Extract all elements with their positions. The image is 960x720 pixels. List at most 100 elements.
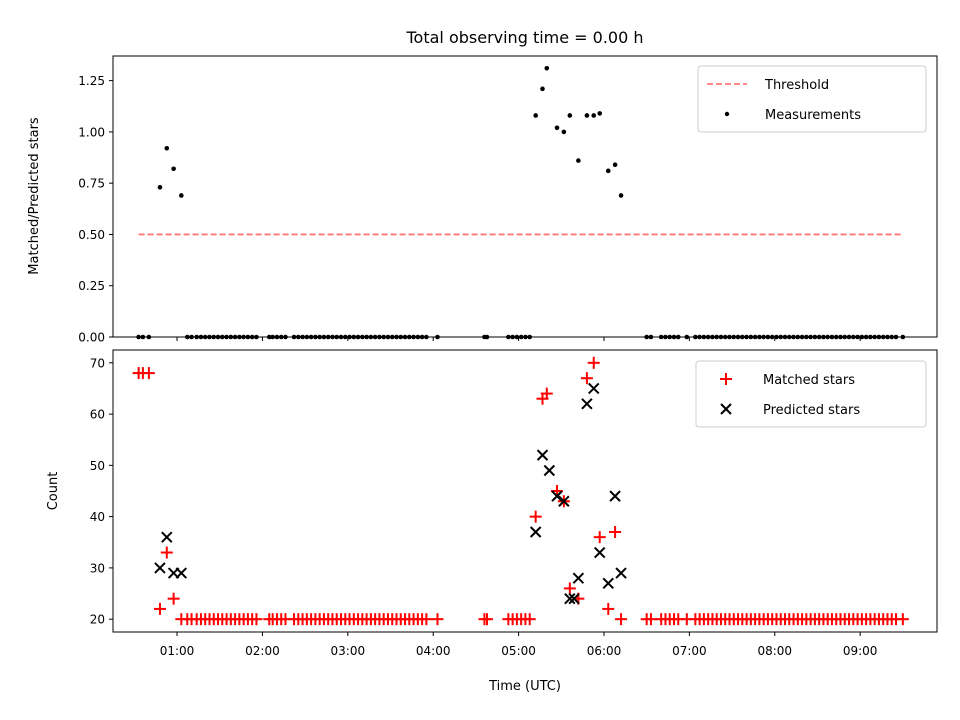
bottom-legend-box (695, 360, 927, 428)
top-y-tick-label: 1.25 (78, 74, 105, 88)
top-axes-frame (112, 55, 938, 338)
bottom-y-tick-label: 50 (90, 459, 105, 473)
predicted-star-point (615, 567, 627, 579)
measurement-point (164, 145, 170, 151)
matched-star-point (481, 613, 494, 626)
x-tick-label: 07:00 (672, 644, 707, 658)
matched-star-point (420, 613, 433, 626)
legend-threshold-label: Threshold (764, 78, 829, 93)
bottom-y-axis-label: Count (46, 472, 61, 511)
bottom-plot-area (132, 356, 909, 626)
measurement-point (561, 129, 567, 135)
x-tick-label: 02:00 (245, 644, 280, 658)
bottom-legend: Matched stars Predicted stars (695, 360, 927, 428)
matched-star-point (896, 613, 909, 626)
legend-measurements-swatch (724, 111, 730, 117)
x-tick-label: 03:00 (331, 644, 366, 658)
matched-star-point (563, 582, 576, 595)
matched-star-point (644, 613, 657, 626)
matched-star-point (587, 356, 600, 369)
x-tick-label: 09:00 (843, 644, 878, 658)
top-y-tick-label: 1.00 (78, 125, 105, 139)
matched-star-point (593, 531, 606, 544)
top-panel: 0.00 0.25 0.50 0.75 1.00 1.25 Matched/Predict… (27, 55, 938, 345)
predicted-star-point (175, 567, 188, 579)
matched-star-point (609, 526, 622, 539)
x-tick-label: 05:00 (501, 644, 536, 658)
predicted-star-point (551, 490, 563, 502)
predicted-star-point (536, 449, 549, 461)
measurement-point (584, 113, 590, 118)
top-legend: Threshold Measurements (697, 65, 927, 133)
bottom-y-tick-label: 40 (90, 510, 105, 524)
predicted-star-point (594, 546, 606, 559)
predicted-star-point (161, 531, 173, 543)
matched-star-point (142, 367, 155, 380)
measurement-point (554, 125, 560, 131)
predicted-star-point (154, 562, 166, 574)
measurement-point (591, 113, 597, 118)
measurement-point (533, 113, 538, 118)
measurement-point (618, 193, 624, 198)
matched-star-point (529, 510, 542, 523)
matched-star-point (431, 613, 444, 626)
x-tick-label: 08:00 (757, 644, 792, 658)
top-y-tick-label: 0.50 (78, 228, 105, 242)
legend-matched-label: Matched stars (763, 373, 855, 388)
top-y-axis: 0.00 0.25 0.50 0.75 1.00 1.25 (78, 74, 113, 345)
measurement-point (576, 158, 581, 163)
predicted-star-point (572, 572, 585, 584)
measurement-point (179, 193, 184, 198)
x-tick-label: 06:00 (587, 644, 622, 658)
bottom-x-axis: 01:00 02:00 03:00 04:00 05:00 06:00 07:00 08:00… (160, 632, 878, 658)
legend-predicted-label: Predicted stars (763, 403, 860, 418)
x-tick-label: 04:00 (416, 644, 451, 658)
bottom-y-tick-label: 60 (90, 408, 105, 422)
x-axis-label: Time (UTC) (488, 679, 561, 694)
legend-measurements-label: Measurements (765, 108, 861, 123)
predicted-star-point (602, 577, 614, 589)
measurement-point (567, 113, 573, 118)
predicted-star-point (609, 490, 621, 502)
measurement-point (612, 162, 618, 168)
matched-star-point (250, 613, 263, 626)
measurement-point (540, 86, 545, 92)
measurement-point (597, 111, 603, 116)
matched-star-point (615, 613, 628, 626)
predicted-star-point (558, 495, 570, 507)
predicted-star-point (588, 382, 600, 395)
predicted-star-point (529, 526, 542, 538)
legend-matched-swatch (720, 373, 732, 385)
legend-predicted-swatch (720, 403, 732, 415)
matched-star-point (160, 546, 173, 559)
measurement-point (157, 184, 163, 190)
x-tick-label: 01:00 (160, 644, 195, 658)
predicted-star-point (568, 592, 580, 605)
matched-star-point (602, 602, 615, 615)
bottom-panel: 20 30 40 50 60 70 01:00 02:00 03:00 04:00 05:00 06… (46, 349, 938, 694)
predicted-star-point (581, 398, 593, 410)
predicted-star-point (543, 464, 556, 477)
top-y-tick-label: 0.25 (78, 279, 105, 293)
chart-title: Total observing time = 0.00 h (405, 28, 643, 47)
matched-star-point (523, 613, 536, 626)
bottom-axes-frame (112, 349, 938, 633)
measurement-point (605, 168, 611, 174)
predicted-star-point (564, 592, 576, 605)
top-legend-box (697, 65, 927, 133)
top-y-tick-label: 0.00 (78, 331, 105, 345)
top-y-tick-label: 0.75 (78, 177, 105, 191)
bottom-y-tick-label: 30 (90, 561, 105, 575)
matched-star-point (153, 602, 166, 615)
matched-star-point (167, 592, 180, 605)
bottom-y-axis: 20 30 40 50 60 70 (90, 356, 113, 627)
bottom-y-tick-label: 20 (90, 613, 105, 627)
matched-star-point (540, 387, 553, 400)
measurement-point (171, 166, 176, 172)
measurement-point (544, 66, 550, 71)
matched-star-point (580, 372, 593, 385)
top-x-ticks (176, 337, 861, 341)
bottom-y-tick-label: 70 (90, 356, 105, 370)
top-y-axis-label: Matched/Predicted stars (27, 117, 42, 275)
